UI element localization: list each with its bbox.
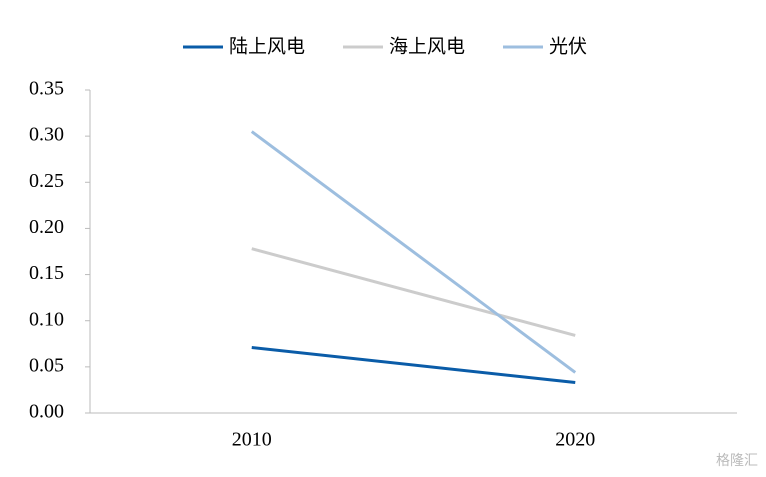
legend-label: 光伏 bbox=[549, 36, 587, 58]
series-line bbox=[250, 130, 577, 374]
series-line bbox=[251, 247, 576, 337]
y-tick-label: 0.25 bbox=[29, 170, 64, 192]
x-tick-label: 2020 bbox=[555, 429, 595, 451]
y-tick-label: 0.00 bbox=[29, 401, 64, 423]
y-tick-label: 0.05 bbox=[29, 354, 64, 376]
y-tick-label: 0.30 bbox=[29, 124, 64, 146]
legend-label: 海上风电 bbox=[389, 36, 465, 58]
y-tick-label: 0.10 bbox=[29, 308, 64, 330]
y-tick-label: 0.35 bbox=[29, 78, 64, 100]
x-tick-label: 2010 bbox=[232, 429, 272, 451]
y-tick-label: 0.20 bbox=[29, 216, 64, 238]
legend-label: 陆上风电 bbox=[229, 36, 305, 58]
y-tick-label: 0.15 bbox=[29, 262, 64, 284]
series-line bbox=[251, 345, 576, 385]
watermark: 格隆汇 bbox=[716, 453, 758, 469]
